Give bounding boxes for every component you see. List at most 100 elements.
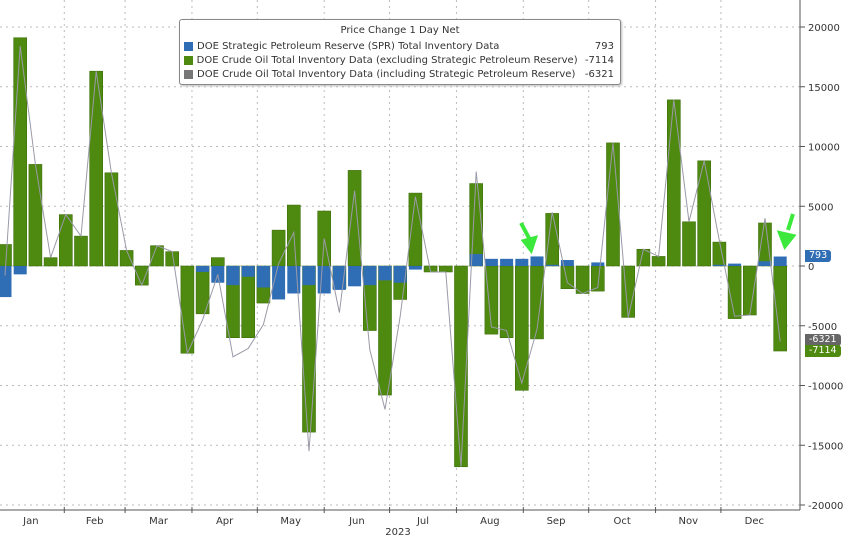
x-tick-label-may: May <box>280 516 301 527</box>
bar-spr <box>408 266 422 270</box>
bar-spr <box>515 258 529 266</box>
bar-crude-ex-spr <box>58 214 73 267</box>
legend-swatch-crude-ex-spr <box>184 55 193 65</box>
bar-spr <box>758 261 772 266</box>
arrow-annotation-sep <box>519 222 539 255</box>
bar-spr <box>560 260 574 266</box>
legend-title: Price Change 1 Day Net <box>340 25 460 36</box>
bar-crude-ex-spr <box>119 250 134 267</box>
axes: 20000 15000 10000 5000 0 -5000 -10000 -15000 -20… <box>0 0 843 527</box>
bar-crude-ex-spr <box>347 170 362 267</box>
y-tick-label: -10000 <box>808 382 843 393</box>
y-tick-label: 5000 <box>808 202 833 213</box>
legend-item-crude-incl-spr: DOE Crude Oil Total Inventory Data (incl… <box>180 67 620 81</box>
y-tick-label: -15000 <box>808 441 843 452</box>
y-tick-label: 15000 <box>808 83 840 94</box>
legend: Price Change 1 Day Net DOE Strategic Pet… <box>179 19 621 85</box>
line-crude-incl-spr <box>4 46 781 467</box>
last-value-tag-crude: -7114 <box>805 345 841 357</box>
last-value-tag-total: -6321 <box>805 334 841 346</box>
y-tick-label: -5000 <box>808 322 837 333</box>
bar-spr <box>317 266 331 294</box>
bar-spr <box>287 266 301 294</box>
y-tick-label: -20000 <box>808 501 843 512</box>
bar-crude-ex-spr <box>606 142 620 267</box>
bar-crude-ex-spr <box>211 257 225 267</box>
bar-crude-ex-spr <box>74 235 88 267</box>
bar-crude-ex-spr <box>560 265 575 290</box>
bar-spr <box>13 266 27 275</box>
bar-spr <box>241 266 255 277</box>
bar-crude-ex-spr <box>514 265 529 391</box>
x-axis-year-label: 2023 <box>385 527 410 538</box>
bar-crude-ex-spr <box>28 164 43 267</box>
x-tick-label-oct: Oct <box>613 516 630 527</box>
bar-spr <box>712 264 726 266</box>
y-tick-label: 20000 <box>808 23 840 34</box>
bar-crude-ex-spr <box>651 256 666 267</box>
bar-spr <box>0 266 12 298</box>
legend-value: 793 <box>594 40 614 52</box>
bar-crude-ex-spr <box>545 213 560 267</box>
x-tick-label-mar: Mar <box>149 516 169 527</box>
bar-crude-ex-spr <box>742 265 757 316</box>
bar-spr <box>348 266 362 287</box>
x-tick-label-jan: Jan <box>22 516 38 527</box>
legend-swatch-spr <box>184 41 193 51</box>
x-tick-label-aug: Aug <box>480 516 500 527</box>
bar-crude-ex-spr <box>104 172 119 267</box>
bar-spr <box>256 266 270 288</box>
bar-spr <box>484 258 498 266</box>
x-tick-label-dec: Dec <box>745 516 764 527</box>
bar-spr <box>393 266 407 283</box>
legend-label: DOE Crude Oil Total Inventory Data (excl… <box>196 54 578 66</box>
arrow-annotation-dec <box>776 213 797 250</box>
bar-crude-ex-spr <box>697 160 712 267</box>
bar-spr <box>378 266 392 281</box>
bar-spr <box>500 258 514 266</box>
bar-spr <box>226 266 240 286</box>
last-value-tag-spr: 793 <box>805 250 832 262</box>
bar-spr <box>591 262 605 266</box>
bar-spr <box>302 266 316 286</box>
bar-crude-ex-spr <box>575 265 590 294</box>
bar-crude-ex-spr <box>666 99 681 267</box>
bar-spr <box>363 266 377 286</box>
legend-item-spr: DOE Strategic Petroleum Reserve (SPR) To… <box>180 39 620 53</box>
annotations <box>519 213 797 255</box>
bar-crude-ex-spr <box>499 265 514 338</box>
total-line <box>4 46 781 467</box>
bar-spr <box>728 263 742 266</box>
bar-crude-ex-spr <box>150 245 164 267</box>
x-tick-label-jul: Jul <box>416 516 429 527</box>
bar-crude-ex-spr <box>302 265 316 433</box>
x-tick-label-feb: Feb <box>86 516 104 527</box>
x-tick-label-nov: Nov <box>678 516 698 527</box>
legend-label: DOE Strategic Petroleum Reserve (SPR) To… <box>197 40 500 52</box>
legend-value: -6321 <box>584 68 614 80</box>
bar-spr <box>196 266 210 272</box>
legend-item-crude-ex-spr: DOE Crude Oil Total Inventory Data (excl… <box>180 53 620 67</box>
bar-crude-ex-spr <box>682 221 696 267</box>
y-tick-label: 0 <box>808 262 814 273</box>
x-tick-label-apr: Apr <box>216 516 234 527</box>
bar-crude-ex-spr <box>378 265 392 396</box>
x-tick-label-jun: Jun <box>348 516 365 527</box>
bar-spr <box>530 256 544 266</box>
bar-crude-ex-spr <box>621 265 636 318</box>
bar-crude-ex-spr <box>271 229 286 267</box>
bar-spr <box>773 256 787 266</box>
legend-label: DOE Crude Oil Total Inventory Data (incl… <box>197 68 576 80</box>
legend-value: -7114 <box>584 54 614 66</box>
bar-spr <box>469 254 483 266</box>
bar-spr <box>272 266 286 300</box>
bar-crude-ex-spr <box>13 37 27 267</box>
y-tick-label: 10000 <box>808 143 840 154</box>
bar-spr <box>545 264 559 266</box>
bar-crude-ex-spr <box>438 265 453 273</box>
bars <box>0 37 788 468</box>
legend-swatch-crude-incl-spr <box>184 69 193 79</box>
bar-crude-ex-spr <box>454 265 468 468</box>
x-tick-label-sep: Sep <box>547 516 566 527</box>
